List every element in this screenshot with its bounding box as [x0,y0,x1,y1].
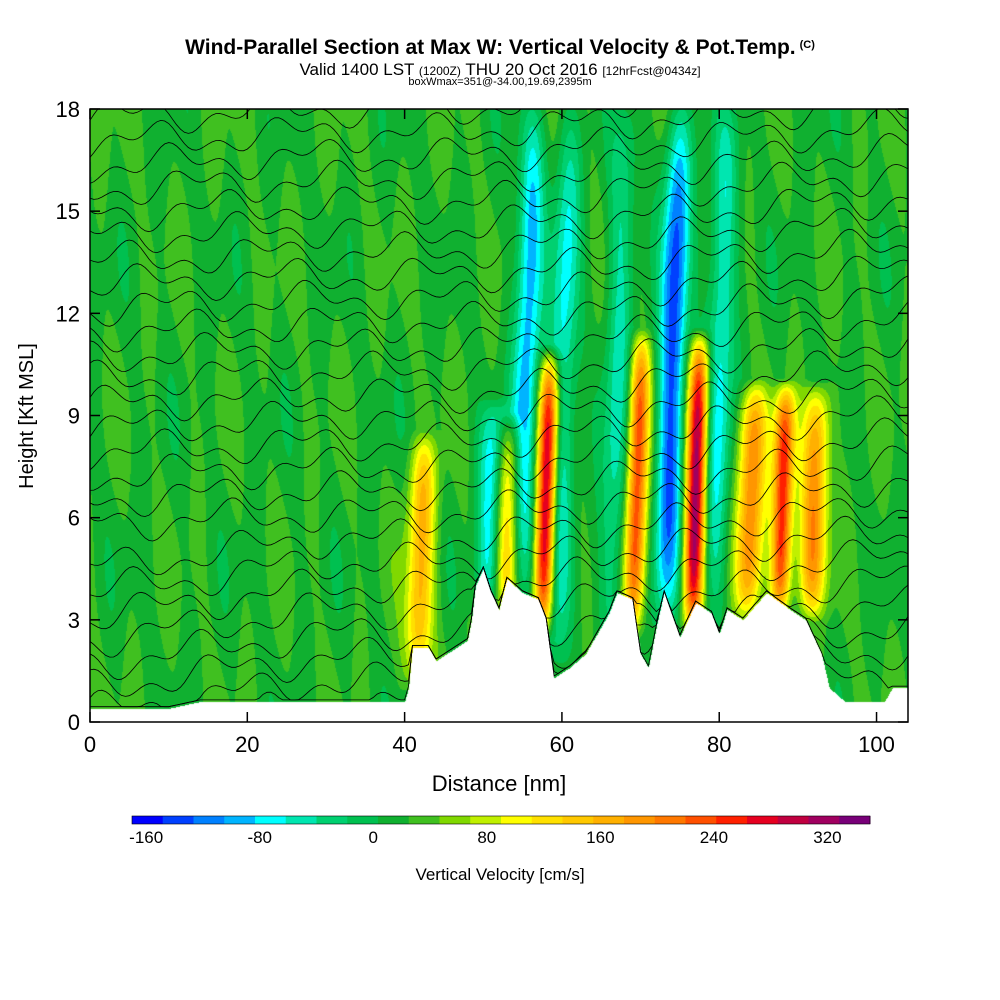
pot-temp-contour [90,350,908,422]
colorbar-tick-label: 0 [369,828,378,847]
colorbar-tick-label: -80 [247,828,272,847]
chart-title: Wind-Parallel Section at Max W: Vertical… [185,36,815,59]
y-tick-label: 9 [68,404,80,429]
pot-temp-contour [90,301,908,372]
pot-temp-contour [90,275,908,353]
pot-temp-contour [90,255,908,327]
colorbar-swatch [408,816,440,824]
colorbar-swatch [378,816,410,824]
pot-temp-contour [90,228,908,301]
pot-temp-contour [90,378,908,442]
x-tick-label: 60 [550,732,574,757]
colorbar-swatch [716,816,748,824]
y-tick-label: 15 [56,199,80,224]
colorbar-tick-label: 320 [813,828,841,847]
colorbar-swatch [285,816,317,824]
colorbar-swatch [132,816,164,824]
pot-temp-contour [90,498,908,576]
colorbar-swatch [316,816,348,824]
pot-temp-contour [90,515,908,598]
colorbar-tick-label: 80 [477,828,496,847]
colorbar-swatch [747,816,779,824]
colorbar-swatch [439,816,471,824]
box-max-info: boxWmax=351@-34.00,19.69,2395m [408,76,592,88]
colorbar-tick-label: 160 [586,828,614,847]
y-tick-label: 6 [68,506,80,531]
y-tick-label: 0 [68,710,80,735]
vertical-velocity-field [90,109,908,722]
pot-temp-contour [90,445,908,517]
pot-temp-contour [90,328,908,396]
colorbar-swatch [839,816,871,824]
pot-temp-contour [90,133,908,205]
colorbar-frame [131,815,871,825]
colorbar-swatch [808,816,840,824]
pot-temp-contour [90,109,908,158]
colorbar-swatch [162,816,194,824]
colorbar-swatch [777,816,809,824]
colorbar-tick-label: -160 [129,828,163,847]
colorbar: -160 -80 0 80 160 240 320 [129,815,871,847]
colorbar-swatch [624,816,656,824]
colorbar-swatch [654,816,686,824]
colorbar-swatch [562,816,594,824]
pot-temp-contour [90,109,908,184]
colorbar-swatch [593,816,625,824]
colorbar-swatch [255,816,287,824]
pot-temp-contour [90,539,908,630]
pot-temp-contour [90,417,908,491]
colorbar-tick-label: 240 [700,828,728,847]
pot-temp-contour [90,472,908,542]
y-tick-label: 3 [68,608,80,633]
y-tick-label: 12 [56,301,80,326]
colorbar-label: Vertical Velocity [cm/s] [415,865,584,884]
plot-area: 0 20 40 60 80 100 0 3 6 9 12 15 18 [56,97,909,757]
colorbar-swatch [685,816,717,824]
x-tick-label: 100 [858,732,895,757]
colorbar-swatch [224,816,256,824]
colorbar-swatch [501,816,533,824]
y-tick-label: 18 [56,97,80,122]
x-tick-label: 0 [84,732,96,757]
valid-time-line: Valid 1400 LST (1200Z) THU 20 Oct 2016 [… [299,60,701,79]
pot-temp-contour [90,109,638,134]
pot-temp-contours [90,109,908,708]
y-axis-label: Height [Kft MSL] [16,343,38,489]
x-tick-label: 80 [707,732,731,757]
pot-temp-contour [90,161,908,233]
colorbar-swatch [193,816,225,824]
pot-temp-contour [90,565,908,658]
colorbar-swatch [531,816,563,824]
pot-temp-contour [90,188,908,254]
x-tick-label: 20 [235,732,259,757]
x-axis-label: Distance [nm] [432,771,567,796]
pot-temp-contour [90,207,908,274]
copyright-mark: (C) [799,39,815,51]
pot-temp-contour [90,395,908,471]
x-tick-label: 40 [392,732,416,757]
colorbar-swatch [347,816,379,824]
colorbar-swatch [470,816,502,824]
